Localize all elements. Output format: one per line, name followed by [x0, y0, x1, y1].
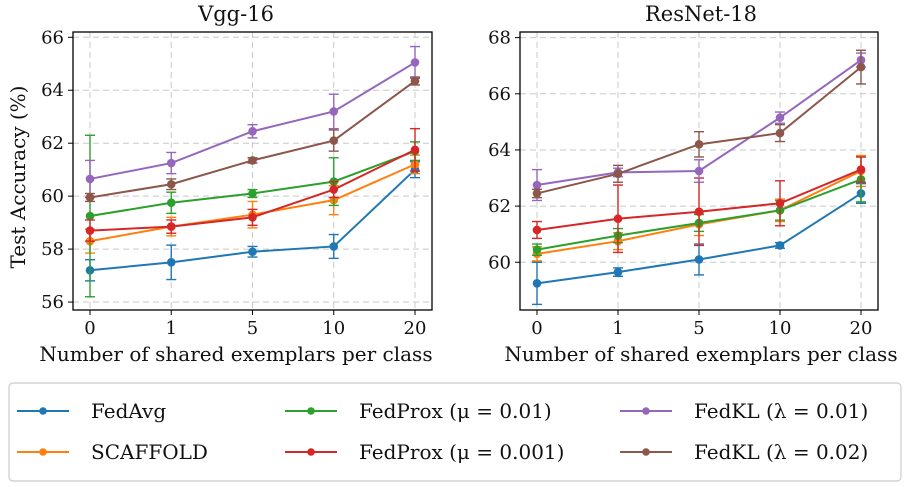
x-tick-label: 0 — [84, 318, 95, 339]
data-point — [166, 222, 176, 231]
x-tick-label: 1 — [612, 318, 623, 339]
data-point — [532, 245, 542, 254]
x-tick-label: 20 — [850, 318, 873, 339]
data-point — [775, 113, 785, 122]
y-tick-label: 58 — [41, 239, 64, 260]
data-point — [694, 166, 704, 176]
legend-item-fedprox-001: FedProx (μ = 0.01) — [285, 399, 552, 423]
x-tick-label: 10 — [769, 318, 792, 339]
x-tick-label: 10 — [322, 318, 345, 339]
y-tick-label: 60 — [41, 186, 64, 207]
legend-swatch-marker — [307, 448, 315, 456]
data-point — [775, 198, 785, 208]
chart-title: Vgg-16 — [197, 2, 274, 26]
legend-label: FedKL (λ = 0.02) — [694, 440, 868, 464]
legend-item-fedavg: FedAvg — [17, 399, 166, 423]
data-point — [532, 180, 542, 190]
legend: FedAvg FedProx (μ = 0.01) FedKL (λ = 0.01)… — [8, 382, 902, 482]
chart-vgg16: Vgg-16 Test Accuracy (%) Number of share… — [6, 2, 433, 366]
data-point — [248, 156, 257, 165]
data-point — [694, 207, 704, 217]
series-fedavg — [532, 182, 866, 306]
legend-item-fedkl-002: FedKL (λ = 0.02) — [620, 440, 868, 464]
y-tick-label: 64 — [41, 80, 64, 101]
legend-swatch-marker — [642, 448, 650, 456]
data-point — [85, 226, 95, 235]
data-point — [410, 145, 420, 155]
data-point — [166, 258, 176, 267]
legend-label: FedProx (μ = 0.001) — [359, 440, 564, 464]
series-fedkl-001 — [85, 45, 420, 199]
x-tick-label: 5 — [693, 318, 704, 339]
x-tick-label: 20 — [404, 318, 427, 339]
data-point — [694, 255, 704, 264]
data-point — [613, 267, 623, 277]
data-point — [85, 193, 95, 202]
y-tick-label: 60 — [488, 252, 511, 273]
legend-item-scaffold: SCAFFOLD — [17, 440, 208, 464]
data-point — [532, 225, 542, 235]
data-point — [166, 179, 176, 189]
legend-swatch-marker — [307, 407, 315, 415]
y-tick-label: 62 — [41, 133, 64, 154]
legend-label: FedKL (λ = 0.01) — [694, 399, 868, 423]
data-point — [410, 76, 420, 86]
x-axis-label: Number of shared exemplars per class — [39, 342, 432, 366]
data-point — [85, 211, 95, 221]
series-fedkl-002 — [85, 76, 420, 203]
legend-swatch-marker — [39, 448, 47, 456]
x-tick-label: 5 — [247, 318, 258, 339]
y-tick-label: 66 — [488, 84, 511, 105]
data-point — [329, 242, 339, 251]
chart-title: ResNet-18 — [645, 2, 757, 26]
legend-label: FedProx (μ = 0.01) — [359, 399, 552, 423]
data-point — [248, 247, 257, 257]
data-point — [613, 169, 623, 179]
series-fedprox-0001 — [85, 127, 420, 242]
legend-swatch-marker — [39, 407, 47, 415]
data-point — [532, 279, 542, 288]
y-axis-label: Test Accuracy (%) — [6, 86, 30, 269]
data-point — [166, 198, 176, 208]
legend-frame — [8, 382, 902, 482]
x-axis-label: Number of shared exemplars per class — [504, 342, 897, 366]
data-point — [85, 174, 95, 184]
data-point — [329, 107, 339, 116]
data-point — [329, 185, 339, 194]
legend-label: SCAFFOLD — [91, 440, 208, 464]
series-fedkl-002 — [532, 49, 866, 199]
data-point — [694, 140, 704, 149]
legend-swatch-marker — [642, 407, 650, 415]
data-point — [775, 241, 785, 250]
y-tick-label: 66 — [41, 27, 64, 48]
chart-resnet18: ResNet-18 Number of shared exemplars per… — [488, 2, 897, 366]
y-tick-label: 56 — [41, 292, 64, 313]
series-line — [89, 80, 416, 199]
y-tick-label: 62 — [488, 196, 511, 217]
data-point — [410, 58, 420, 67]
x-tick-label: 0 — [531, 318, 542, 339]
data-point — [248, 213, 257, 222]
data-point — [532, 189, 542, 198]
legend-item-fedkl-001: FedKL (λ = 0.01) — [620, 399, 868, 423]
data-point — [166, 158, 176, 168]
y-tick-label: 68 — [488, 28, 511, 49]
data-point — [856, 62, 866, 72]
data-point — [248, 126, 257, 136]
y-tick-label: 64 — [488, 140, 511, 161]
series-fedprox-0001 — [532, 156, 866, 254]
legend-label: FedAvg — [91, 399, 166, 423]
legend-item-fedprox-0001: FedProx (μ = 0.001) — [285, 440, 564, 464]
data-point — [613, 214, 623, 224]
series-fedavg — [85, 161, 420, 282]
data-point — [856, 165, 866, 174]
data-point — [329, 136, 339, 145]
x-tick-label: 1 — [166, 318, 177, 339]
data-point — [775, 128, 785, 138]
data-point — [248, 189, 257, 198]
